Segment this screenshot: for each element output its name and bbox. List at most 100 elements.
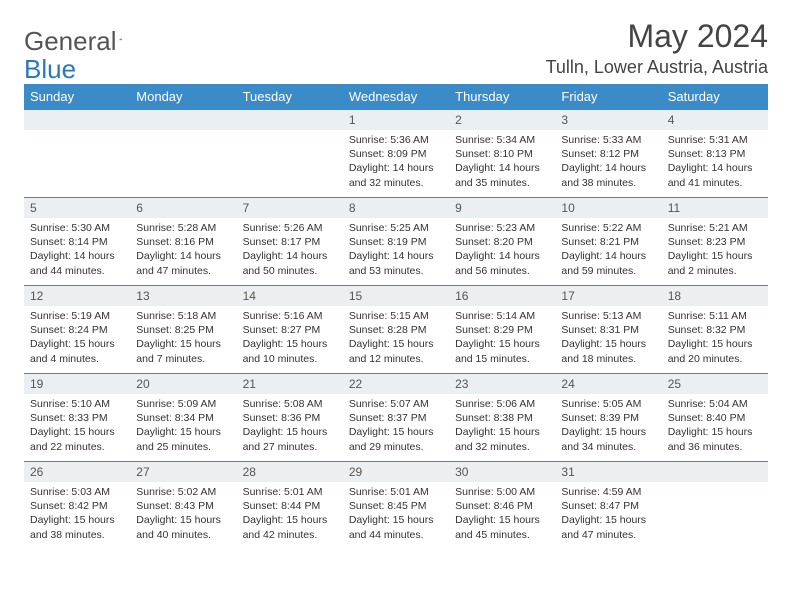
day-content: Sunrise: 5:01 AMSunset: 8:44 PMDaylight:… [237, 482, 343, 546]
day-number: 17 [555, 286, 661, 306]
calendar-week-row: 12Sunrise: 5:19 AMSunset: 8:24 PMDayligh… [24, 286, 768, 374]
header: General May 2024 Tulln, Lower Austria, A… [24, 18, 768, 78]
calendar-cell [130, 110, 236, 198]
calendar-cell: 1Sunrise: 5:36 AMSunset: 8:09 PMDaylight… [343, 110, 449, 198]
calendar-cell: 22Sunrise: 5:07 AMSunset: 8:37 PMDayligh… [343, 374, 449, 462]
day-content: Sunrise: 5:16 AMSunset: 8:27 PMDaylight:… [237, 306, 343, 370]
day-content: Sunrise: 5:08 AMSunset: 8:36 PMDaylight:… [237, 394, 343, 458]
calendar-week-row: 5Sunrise: 5:30 AMSunset: 8:14 PMDaylight… [24, 198, 768, 286]
day-header: Tuesday [237, 84, 343, 110]
day-number: 22 [343, 374, 449, 394]
calendar-cell: 14Sunrise: 5:16 AMSunset: 8:27 PMDayligh… [237, 286, 343, 374]
day-number: 9 [449, 198, 555, 218]
day-number: 31 [555, 462, 661, 482]
calendar-cell: 3Sunrise: 5:33 AMSunset: 8:12 PMDaylight… [555, 110, 661, 198]
calendar-cell: 13Sunrise: 5:18 AMSunset: 8:25 PMDayligh… [130, 286, 236, 374]
day-number-empty [662, 462, 768, 482]
day-content: Sunrise: 5:28 AMSunset: 8:16 PMDaylight:… [130, 218, 236, 282]
day-number: 18 [662, 286, 768, 306]
day-number: 21 [237, 374, 343, 394]
day-content: Sunrise: 5:02 AMSunset: 8:43 PMDaylight:… [130, 482, 236, 546]
day-content: Sunrise: 5:05 AMSunset: 8:39 PMDaylight:… [555, 394, 661, 458]
day-number: 29 [343, 462, 449, 482]
calendar-cell: 29Sunrise: 5:01 AMSunset: 8:45 PMDayligh… [343, 462, 449, 550]
calendar-cell: 7Sunrise: 5:26 AMSunset: 8:17 PMDaylight… [237, 198, 343, 286]
day-header: Sunday [24, 84, 130, 110]
day-content: Sunrise: 5:07 AMSunset: 8:37 PMDaylight:… [343, 394, 449, 458]
day-content: Sunrise: 5:19 AMSunset: 8:24 PMDaylight:… [24, 306, 130, 370]
day-number: 3 [555, 110, 661, 130]
day-header: Thursday [449, 84, 555, 110]
month-title: May 2024 [546, 18, 768, 55]
day-content: Sunrise: 5:10 AMSunset: 8:33 PMDaylight:… [24, 394, 130, 458]
day-number: 24 [555, 374, 661, 394]
calendar-cell: 9Sunrise: 5:23 AMSunset: 8:20 PMDaylight… [449, 198, 555, 286]
calendar-cell: 31Sunrise: 4:59 AMSunset: 8:47 PMDayligh… [555, 462, 661, 550]
day-number: 12 [24, 286, 130, 306]
calendar-cell: 19Sunrise: 5:10 AMSunset: 8:33 PMDayligh… [24, 374, 130, 462]
calendar-cell: 12Sunrise: 5:19 AMSunset: 8:24 PMDayligh… [24, 286, 130, 374]
day-number-empty [130, 110, 236, 130]
day-number-empty [237, 110, 343, 130]
day-number: 13 [130, 286, 236, 306]
day-number: 5 [24, 198, 130, 218]
day-content: Sunrise: 5:04 AMSunset: 8:40 PMDaylight:… [662, 394, 768, 458]
day-number: 8 [343, 198, 449, 218]
title-block: May 2024 Tulln, Lower Austria, Austria [546, 18, 768, 78]
calendar: SundayMondayTuesdayWednesdayThursdayFrid… [24, 84, 768, 550]
day-content: Sunrise: 5:25 AMSunset: 8:19 PMDaylight:… [343, 218, 449, 282]
day-content: Sunrise: 5:31 AMSunset: 8:13 PMDaylight:… [662, 130, 768, 194]
day-number: 7 [237, 198, 343, 218]
day-header: Friday [555, 84, 661, 110]
logo-word-general: General [24, 26, 117, 56]
day-content: Sunrise: 5:01 AMSunset: 8:45 PMDaylight:… [343, 482, 449, 546]
calendar-cell: 28Sunrise: 5:01 AMSunset: 8:44 PMDayligh… [237, 462, 343, 550]
calendar-cell: 25Sunrise: 5:04 AMSunset: 8:40 PMDayligh… [662, 374, 768, 462]
day-content: Sunrise: 5:09 AMSunset: 8:34 PMDaylight:… [130, 394, 236, 458]
calendar-cell: 21Sunrise: 5:08 AMSunset: 8:36 PMDayligh… [237, 374, 343, 462]
calendar-cell: 10Sunrise: 5:22 AMSunset: 8:21 PMDayligh… [555, 198, 661, 286]
calendar-week-row: 1Sunrise: 5:36 AMSunset: 8:09 PMDaylight… [24, 110, 768, 198]
calendar-cell: 23Sunrise: 5:06 AMSunset: 8:38 PMDayligh… [449, 374, 555, 462]
day-number: 27 [130, 462, 236, 482]
day-content: Sunrise: 5:36 AMSunset: 8:09 PMDaylight:… [343, 130, 449, 194]
day-content: Sunrise: 5:15 AMSunset: 8:28 PMDaylight:… [343, 306, 449, 370]
calendar-cell: 15Sunrise: 5:15 AMSunset: 8:28 PMDayligh… [343, 286, 449, 374]
day-number: 26 [24, 462, 130, 482]
location: Tulln, Lower Austria, Austria [546, 57, 768, 78]
calendar-cell: 6Sunrise: 5:28 AMSunset: 8:16 PMDaylight… [130, 198, 236, 286]
calendar-cell [24, 110, 130, 198]
calendar-week-row: 19Sunrise: 5:10 AMSunset: 8:33 PMDayligh… [24, 374, 768, 462]
calendar-cell: 26Sunrise: 5:03 AMSunset: 8:42 PMDayligh… [24, 462, 130, 550]
logo-text: General [24, 26, 117, 57]
logo: General [24, 26, 141, 57]
calendar-cell: 18Sunrise: 5:11 AMSunset: 8:32 PMDayligh… [662, 286, 768, 374]
calendar-cell: 11Sunrise: 5:21 AMSunset: 8:23 PMDayligh… [662, 198, 768, 286]
day-content: Sunrise: 5:18 AMSunset: 8:25 PMDaylight:… [130, 306, 236, 370]
day-number: 1 [343, 110, 449, 130]
day-content: Sunrise: 5:21 AMSunset: 8:23 PMDaylight:… [662, 218, 768, 282]
calendar-cell: 8Sunrise: 5:25 AMSunset: 8:19 PMDaylight… [343, 198, 449, 286]
day-number: 23 [449, 374, 555, 394]
day-content: Sunrise: 5:13 AMSunset: 8:31 PMDaylight:… [555, 306, 661, 370]
day-header: Saturday [662, 84, 768, 110]
day-content: Sunrise: 5:26 AMSunset: 8:17 PMDaylight:… [237, 218, 343, 282]
calendar-cell: 17Sunrise: 5:13 AMSunset: 8:31 PMDayligh… [555, 286, 661, 374]
calendar-header-row: SundayMondayTuesdayWednesdayThursdayFrid… [24, 84, 768, 110]
day-number: 19 [24, 374, 130, 394]
calendar-cell: 4Sunrise: 5:31 AMSunset: 8:13 PMDaylight… [662, 110, 768, 198]
calendar-cell: 2Sunrise: 5:34 AMSunset: 8:10 PMDaylight… [449, 110, 555, 198]
calendar-body: 1Sunrise: 5:36 AMSunset: 8:09 PMDaylight… [24, 110, 768, 550]
day-content: Sunrise: 5:30 AMSunset: 8:14 PMDaylight:… [24, 218, 130, 282]
calendar-cell [662, 462, 768, 550]
day-content: Sunrise: 5:33 AMSunset: 8:12 PMDaylight:… [555, 130, 661, 194]
day-number: 28 [237, 462, 343, 482]
day-number: 25 [662, 374, 768, 394]
calendar-cell [237, 110, 343, 198]
day-content: Sunrise: 5:22 AMSunset: 8:21 PMDaylight:… [555, 218, 661, 282]
day-header: Monday [130, 84, 236, 110]
calendar-cell: 20Sunrise: 5:09 AMSunset: 8:34 PMDayligh… [130, 374, 236, 462]
day-content: Sunrise: 5:14 AMSunset: 8:29 PMDaylight:… [449, 306, 555, 370]
day-number: 11 [662, 198, 768, 218]
day-content: Sunrise: 5:23 AMSunset: 8:20 PMDaylight:… [449, 218, 555, 282]
